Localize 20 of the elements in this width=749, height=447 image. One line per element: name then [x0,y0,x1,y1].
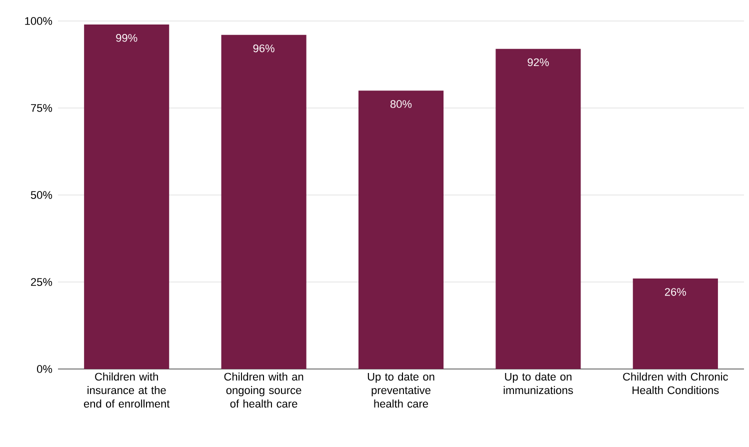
data-label: 99% [116,34,138,42]
y-tick-label: 100% [25,17,52,25]
x-tick-label: Up to date on immunizations [504,372,573,394]
data-label: 80% [390,100,412,108]
bar [496,48,581,369]
x-tick-label: Children with Chronic Health Conditions [623,372,728,394]
x-tick-label: Up to date on preventative health care [368,372,434,408]
x-tick-label: Children with insurance at the end of enrollment [84,372,170,408]
data-label: 92% [528,58,549,66]
x-tick-label: Children with an ongoing source of health care [224,372,304,408]
y-tick-label: 0% [36,365,52,373]
bar [358,90,444,369]
y-tick-label: 50% [30,191,52,199]
bar [221,34,306,369]
bar [84,24,170,369]
data-label: 26% [664,288,686,296]
y-tick-label: 75% [31,104,52,112]
data-label: 96% [253,44,274,52]
y-tick-label: 25% [31,278,52,286]
bar [632,278,718,369]
